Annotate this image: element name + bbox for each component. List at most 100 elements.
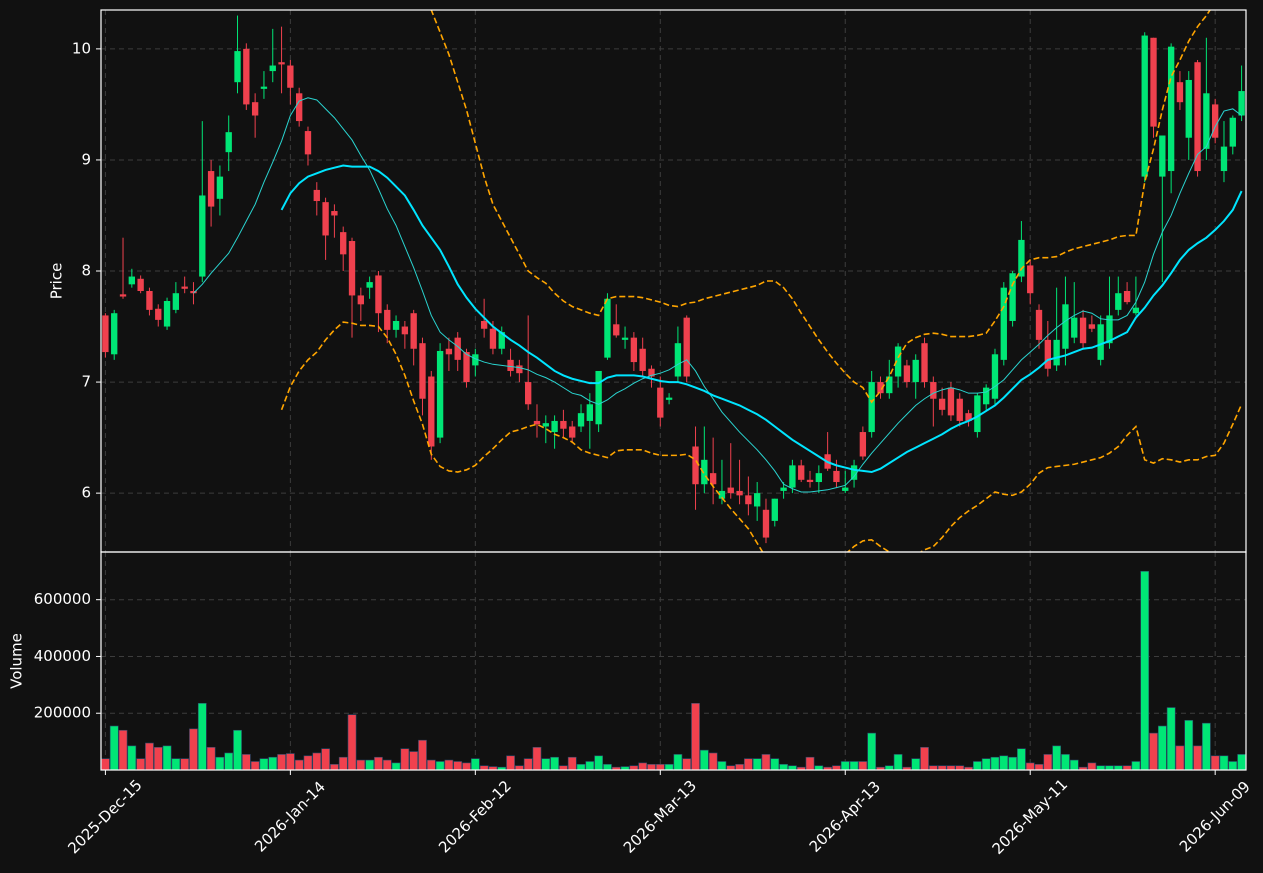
candle-body [428,376,435,447]
candle-body [313,189,320,202]
volume-bar [1193,745,1202,771]
candle-body [419,343,426,399]
volume-bar [259,758,269,771]
volume-bar [118,729,128,771]
volume-bar [1175,745,1185,771]
volume-bar [550,756,559,771]
candle-body [278,62,285,65]
volume-bar [347,714,357,771]
candle-body [665,397,673,400]
volume-bar [1105,765,1114,771]
price-axis-label: Price [48,263,66,300]
candle-body [498,332,505,349]
candle-body [754,493,761,507]
candle-body [375,275,382,314]
volume-bar [814,765,824,771]
candle-body [903,365,911,383]
candle-body [340,232,347,255]
candle-body [1062,304,1069,349]
candle-body [304,131,312,155]
volume-bar [735,764,744,771]
volume-bar [911,758,921,771]
candle-body [199,195,206,277]
candle-body [1079,317,1087,344]
volume-bar [1017,748,1026,771]
candle-body [533,420,541,425]
candle-body [190,290,197,294]
candle-body [436,350,444,438]
volume-bar [312,752,322,771]
volume-bar [268,756,278,771]
candle-body [296,93,303,122]
volume-bar [1140,571,1150,771]
candle-body [410,313,417,349]
candle-body [216,176,224,199]
volume-bar [1096,765,1106,771]
volume-bar [303,755,313,771]
candle-body [463,352,470,383]
candle-body [560,420,567,429]
volume-bar [981,758,991,771]
candle-body [886,376,893,394]
volume-bar [1122,765,1132,771]
y-tick-label: 9 [81,150,91,168]
grid [101,10,1246,770]
candle-body [251,102,259,116]
volume-bar [603,764,612,771]
candle-body [111,313,118,355]
volume-bar [1034,764,1044,771]
candle-body [833,470,840,483]
volume-bar [788,765,797,771]
overlays [193,10,1243,552]
volume-bar [515,765,524,771]
volume-bar [1219,755,1229,771]
volume-bar [462,762,471,771]
candle-body [331,211,338,216]
candle-body [234,51,241,83]
volume-bar [832,765,841,771]
volume-bar [1052,745,1061,771]
volume-bar [1043,754,1053,771]
volume-bar [717,761,727,771]
candle-body [1088,324,1096,329]
volume-bar [990,756,1000,771]
candle-body [1194,62,1201,172]
bollinger-upper [430,10,1211,404]
candle-body [287,65,294,88]
candle-body [947,387,955,416]
candle-body [1132,307,1140,314]
volume-bar [1157,725,1167,771]
volume-bar [1237,754,1246,771]
volume-bar [849,761,859,771]
volume-bar [391,762,401,771]
y-tick-label: 400000 [34,647,91,665]
volume-bar [1166,707,1176,771]
candle-body [727,487,734,494]
candle-body [163,300,171,327]
volume-bar [145,742,154,771]
candle-body [525,382,532,405]
volume-bar [1228,761,1238,771]
volume-bar [101,758,110,771]
candle-body [146,290,153,310]
volume-bar [937,765,947,771]
candle-body [243,48,250,105]
volume-bar [840,761,850,771]
volume-bar [1025,762,1035,771]
volume-bar [576,764,586,771]
volume-bar [374,756,383,771]
volume-bar [999,755,1009,771]
candle-body [604,298,611,358]
candle-body [674,343,682,377]
candle-body [771,498,778,521]
candle-body [1106,315,1113,344]
candle-body [507,359,514,371]
candle-body [938,398,946,410]
volume-bar [1210,755,1220,771]
candle-body [181,286,188,289]
volume-bar [277,754,286,771]
volume-bar [805,756,815,771]
candle-body [207,171,215,207]
candle-body [137,278,144,291]
